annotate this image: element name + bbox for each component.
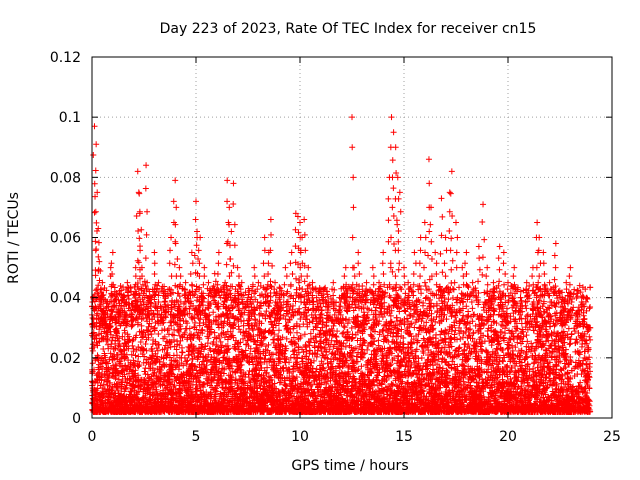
data-point [534, 364, 541, 371]
data-point [264, 364, 271, 371]
data-point [173, 352, 180, 359]
data-point [571, 286, 578, 293]
data-point [446, 362, 453, 369]
data-point [530, 327, 537, 334]
data-point [523, 332, 530, 339]
data-point [135, 363, 142, 370]
data-point [280, 312, 287, 319]
data-point [305, 306, 312, 313]
data-point [587, 336, 594, 343]
data-point [352, 304, 359, 311]
data-point [232, 346, 239, 353]
data-point [115, 376, 122, 383]
data-point [464, 282, 471, 289]
data-point [296, 323, 303, 330]
chart-title: Day 223 of 2023, Rate Of TEC Index for r… [160, 21, 537, 37]
data-point [254, 359, 261, 366]
data-point [573, 294, 580, 301]
data-point [500, 358, 507, 365]
data-point [543, 338, 550, 345]
data-point [496, 306, 503, 313]
data-points [88, 114, 594, 415]
data-point [548, 354, 555, 361]
data-point [138, 322, 145, 329]
data-point [164, 327, 171, 334]
data-point [586, 333, 593, 340]
data-point [373, 304, 380, 311]
data-point [294, 329, 301, 336]
data-point [401, 295, 408, 302]
data-point [307, 330, 314, 337]
data-point [493, 375, 500, 382]
data-point [390, 329, 397, 336]
data-point [215, 321, 222, 328]
data-point [571, 325, 578, 332]
data-point [265, 341, 272, 348]
data-point [129, 342, 136, 349]
data-point [167, 319, 174, 326]
data-point [157, 314, 164, 321]
data-point [387, 312, 394, 319]
data-point [142, 365, 149, 372]
data-point [463, 325, 470, 332]
data-point [287, 293, 294, 300]
data-point [375, 337, 382, 344]
data-point [100, 346, 107, 353]
data-point [436, 295, 443, 302]
data-point [152, 291, 159, 298]
data-point [467, 325, 474, 332]
data-point [417, 308, 424, 315]
data-point [404, 315, 411, 322]
data-point [123, 365, 130, 372]
data-point [191, 291, 198, 298]
data-point [141, 368, 148, 375]
data-point [457, 335, 464, 342]
data-point [412, 353, 419, 360]
data-point [452, 312, 459, 319]
data-point [93, 339, 100, 346]
data-point [89, 315, 96, 322]
data-point [430, 366, 437, 373]
data-point [255, 325, 262, 332]
data-point [296, 284, 303, 291]
data-point [231, 345, 238, 352]
data-point [294, 355, 301, 362]
data-point [191, 331, 198, 338]
data-point [89, 347, 96, 354]
data-point [544, 304, 551, 311]
data-point [375, 342, 382, 349]
data-point [144, 371, 151, 378]
